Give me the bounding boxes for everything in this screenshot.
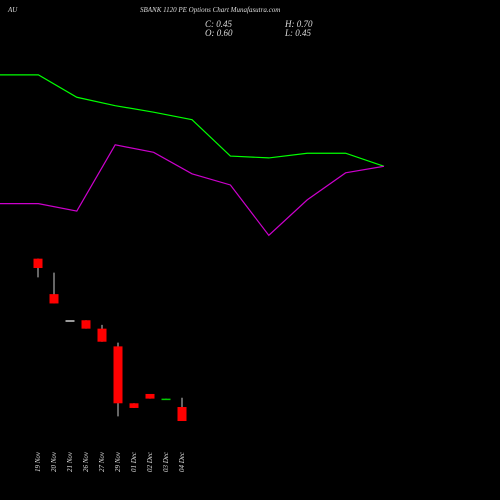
x-tick-label: 04 Dec (178, 451, 186, 472)
candle-body (49, 294, 59, 304)
x-tick-label: 29 Nov (114, 451, 122, 472)
x-tick-label: 03 Dec (162, 451, 170, 472)
ma-line (0, 144, 385, 237)
candle-body (129, 403, 139, 408)
x-tick-label: 02 Dec (146, 451, 154, 472)
candle-body (145, 393, 155, 399)
candle-body (33, 258, 43, 269)
x-tick-label: 01 Dec (130, 451, 138, 472)
candle-body (161, 398, 171, 401)
x-tick-label: 19 Nov (34, 451, 42, 472)
x-tick-label: 26 Nov (82, 451, 90, 472)
low-label: L: 0.45 (284, 28, 312, 38)
x-tick-label: 27 Nov (98, 451, 106, 472)
candle-body (97, 328, 107, 342)
candle-body (113, 346, 123, 404)
x-tick-label: 21 Nov (66, 451, 74, 472)
open-label: O: 0.60 (205, 28, 233, 38)
chart-title: SBANK 1120 PE Options Chart Munafasutra.… (140, 6, 280, 14)
symbol: AU (7, 6, 18, 14)
high-label: H: 0.70 (284, 19, 313, 29)
ma-line (0, 74, 385, 167)
x-tick-label: 20 Nov (50, 451, 58, 472)
close-label: C: 0.45 (205, 19, 233, 29)
candle-body (65, 320, 75, 322)
candle-body (177, 407, 187, 422)
candle-body (81, 320, 91, 329)
